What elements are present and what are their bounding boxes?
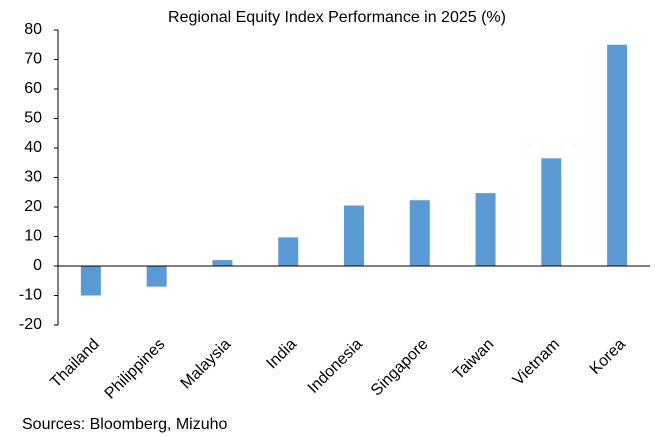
x-tick-label: Philippines: [102, 336, 169, 403]
y-tick-label: 30: [24, 169, 42, 186]
bar: [80, 266, 101, 296]
bar: [278, 237, 299, 266]
x-tick-label: Taiwan: [450, 336, 497, 383]
y-tick-label: -20: [19, 316, 42, 333]
x-tick-label: Thailand: [47, 336, 102, 391]
x-tick-label: Malaysia: [178, 336, 235, 393]
x-tick-label: Korea: [587, 336, 629, 378]
bar: [344, 205, 364, 266]
bar: [541, 158, 562, 266]
x-tick-label: Indonesia: [305, 336, 366, 397]
bar: [212, 260, 233, 266]
y-tick-label: 60: [24, 80, 42, 97]
y-tick-label: 0: [33, 257, 42, 274]
y-tick-label: 20: [24, 198, 42, 215]
bar: [607, 44, 628, 266]
y-tick-label: 80: [24, 21, 42, 38]
bar: [409, 200, 430, 266]
y-tick-label: 50: [24, 110, 42, 127]
y-tick-label: 40: [24, 139, 42, 156]
x-tick-label: India: [263, 336, 300, 373]
y-tick-label: 70: [24, 51, 42, 68]
bar: [475, 193, 496, 266]
y-tick-label: 10: [24, 228, 42, 245]
x-tick-label: Singapore: [368, 336, 432, 400]
source-note: Sources: Bloomberg, Mizuho: [22, 416, 228, 433]
chart-title: Regional Equity Index Performance in 202…: [168, 9, 506, 26]
bar: [146, 266, 167, 287]
y-tick-label: -10: [19, 287, 42, 304]
x-tick-label: Vietnam: [510, 336, 563, 389]
